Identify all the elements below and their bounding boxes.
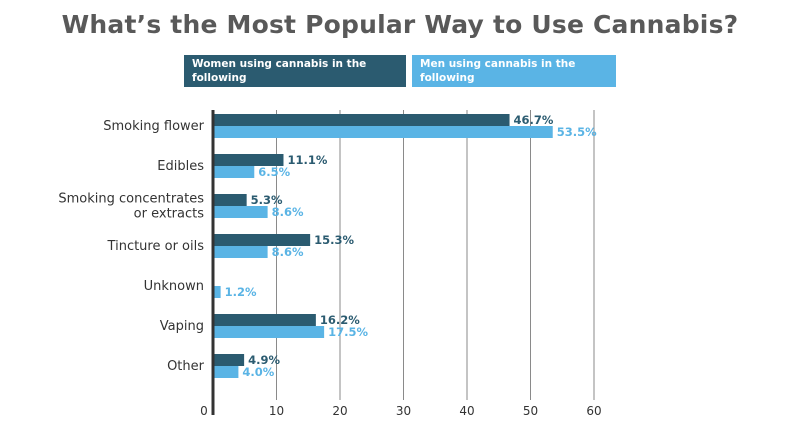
- bar-men-0: [213, 126, 553, 138]
- legend-women-line-2: ways: (Sexual Medicine, 2020a): [192, 86, 380, 98]
- category-label-2: Smoking concentrates or extracts: [58, 192, 204, 222]
- legend-men-line-1: Men using cannabis in the following: [420, 58, 576, 84]
- value-label-women-1: 11.1%: [287, 153, 327, 167]
- legend-women: Women using cannabis in the following wa…: [184, 55, 406, 98]
- category-label-line: Edibles: [157, 159, 204, 174]
- bar-women-0: [213, 114, 510, 126]
- value-label-women-5: 16.2%: [320, 313, 360, 327]
- value-label-women-0: 46.7%: [514, 113, 554, 127]
- value-label-men-4: 1.2%: [225, 285, 257, 299]
- legend-women-line-1: Women using cannabis in the following: [192, 58, 367, 84]
- value-label-women-2: 5.3%: [251, 193, 283, 207]
- category-label-3: Tincture or oils: [107, 239, 205, 254]
- bar-women-2: [213, 194, 247, 206]
- value-label-men-0: 53.5%: [557, 125, 597, 139]
- category-label-4: Unknown: [144, 279, 204, 294]
- bar-men-2: [213, 206, 268, 218]
- category-label-0: Smoking flower: [103, 119, 204, 134]
- chart-title: What’s the Most Popular Way to Use Canna…: [61, 10, 739, 39]
- category-label-line: Vaping: [160, 319, 204, 334]
- legend-men: Men using cannabis in the following ways…: [412, 55, 616, 98]
- value-label-men-3: 8.6%: [272, 245, 304, 259]
- category-label-line: Tincture or oils: [107, 239, 205, 254]
- x-tick-label-20: 20: [332, 404, 347, 418]
- bar-women-5: [213, 314, 316, 326]
- value-label-women-6: 4.9%: [248, 353, 280, 367]
- x-tick-label-30: 30: [396, 404, 411, 418]
- bar-men-4: [213, 286, 221, 298]
- value-label-men-2: 8.6%: [272, 205, 304, 219]
- category-label-1: Edibles: [157, 159, 204, 174]
- value-label-men-5: 17.5%: [328, 325, 368, 339]
- x-tick-label-60: 60: [586, 404, 601, 418]
- legend-men-line-2: ways: (Sexual Medicine, 2020b): [420, 86, 608, 98]
- bar-women-6: [213, 354, 245, 366]
- x-tick-label-40: 40: [459, 404, 474, 418]
- category-label-line: Unknown: [144, 279, 204, 294]
- category-label-6: Other: [167, 359, 205, 374]
- bar-women-3: [213, 234, 311, 246]
- bar-men-1: [213, 166, 255, 178]
- x-tick-label-0: 0: [200, 404, 208, 418]
- category-label-5: Vaping: [160, 319, 204, 334]
- bar-men-5: [213, 326, 325, 338]
- x-tick-label-50: 50: [523, 404, 538, 418]
- value-label-men-6: 4.0%: [242, 365, 274, 379]
- bar-men-3: [213, 246, 268, 258]
- bar-women-1: [213, 154, 284, 166]
- category-label-line: or extracts: [134, 207, 205, 222]
- x-tick-label-10: 10: [269, 404, 284, 418]
- value-label-men-1: 6.5%: [258, 165, 290, 179]
- value-label-women-3: 15.3%: [314, 233, 354, 247]
- category-label-line: Smoking flower: [103, 119, 204, 134]
- category-label-line: Other: [167, 359, 205, 374]
- category-label-line: Smoking concentrates: [58, 192, 204, 207]
- bar-men-6: [213, 366, 239, 378]
